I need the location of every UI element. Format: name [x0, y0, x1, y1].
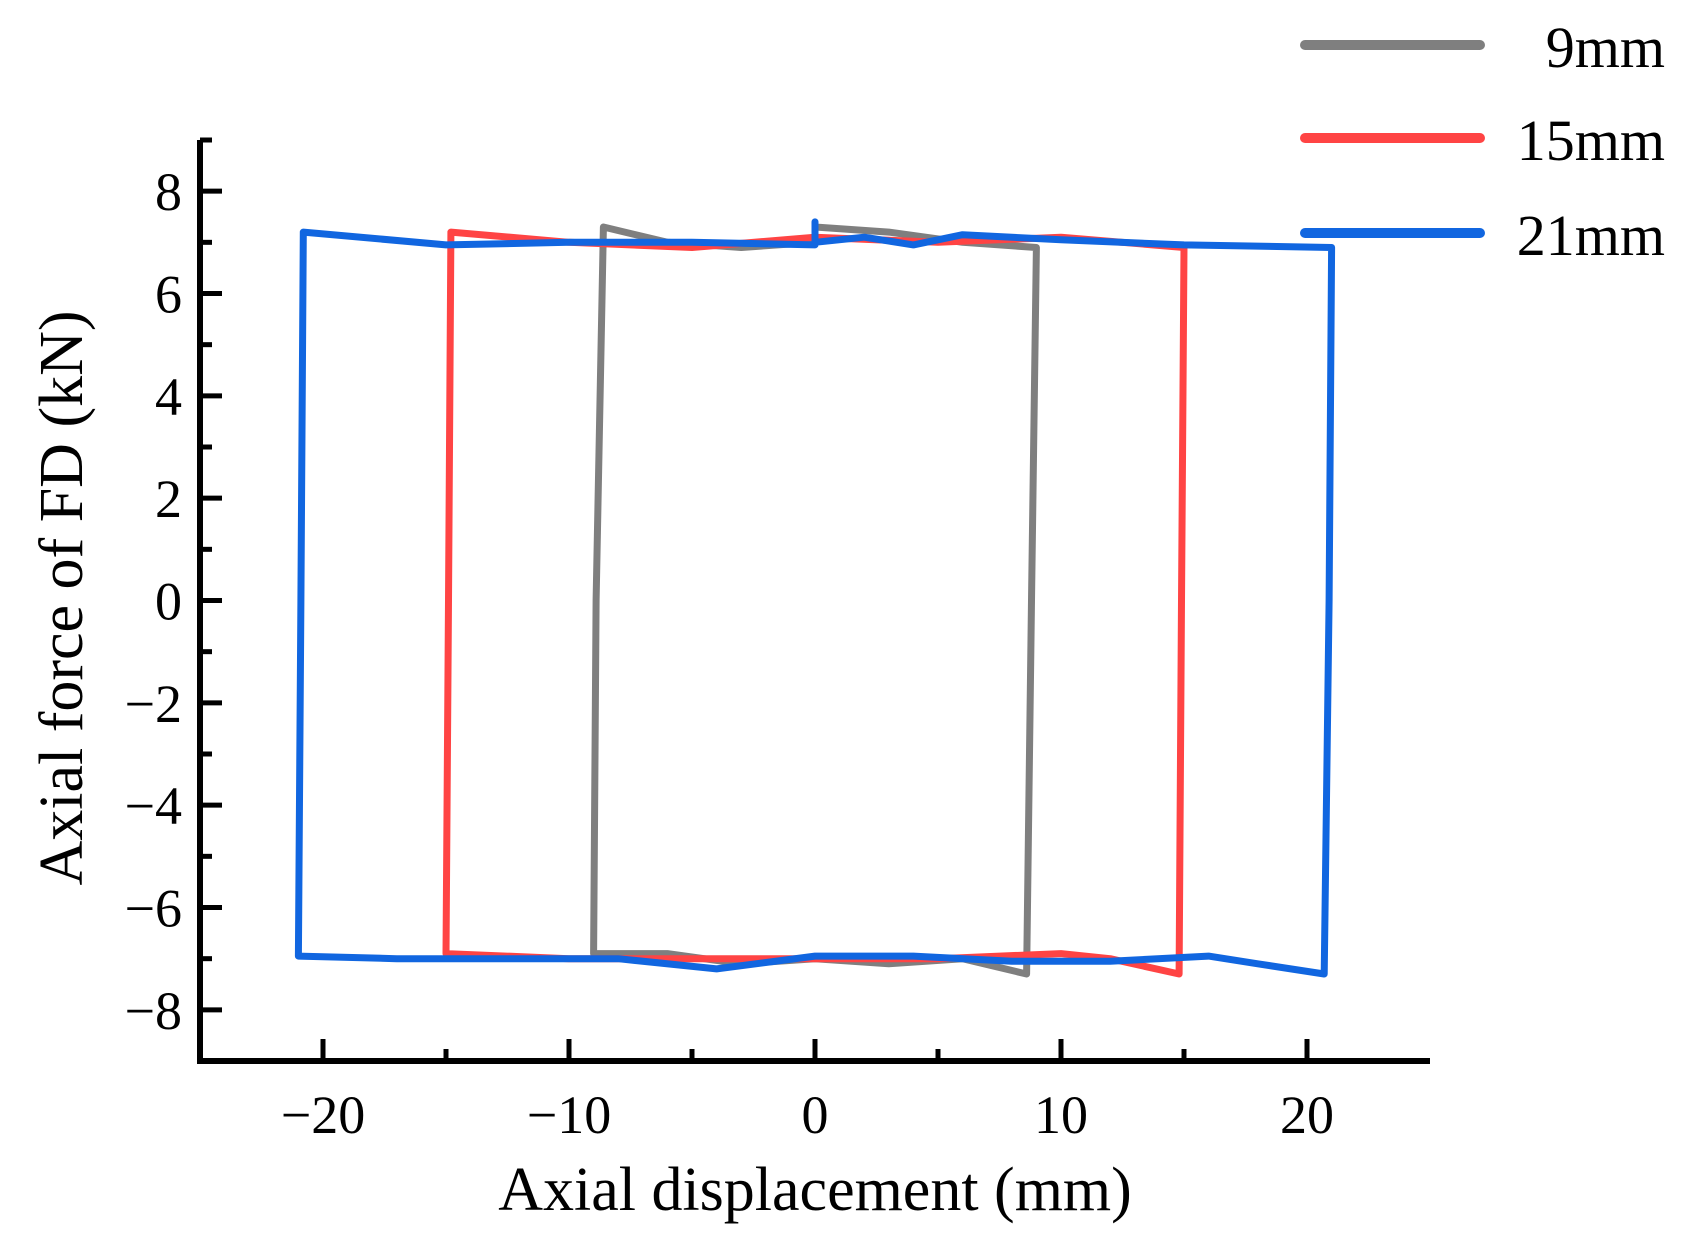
y-tick-label: −6 — [125, 879, 182, 939]
legend-entry-21mm: 21mm — [1300, 203, 1665, 268]
series-line-21mm — [294, 218, 1336, 978]
y-tick-label: −8 — [125, 981, 182, 1041]
legend-entry-15mm: 15mm — [1300, 108, 1665, 173]
y-tick-label: 8 — [155, 162, 182, 222]
x-tick-label: 20 — [1280, 1085, 1334, 1145]
plot-lines — [294, 218, 1336, 978]
legend: 9mm 15mm 21mm — [1300, 15, 1665, 268]
y-axis-label: Axial force of FD (kN) — [28, 310, 96, 885]
x-tick-label: −10 — [527, 1085, 611, 1145]
x-tick-label: −20 — [281, 1085, 365, 1145]
legend-label: 9mm — [1546, 15, 1665, 80]
legend-entry-9mm: 9mm — [1300, 15, 1665, 80]
y-tick-label: 4 — [155, 367, 182, 427]
y-tick-label: −2 — [125, 674, 182, 734]
legend-label: 15mm — [1517, 108, 1665, 173]
y-tick-label: 0 — [155, 572, 182, 632]
y-tick-label: −4 — [125, 776, 182, 836]
series-line-9mm — [590, 223, 1040, 978]
y-tick-label: 2 — [155, 469, 182, 529]
y-tick-label: 6 — [155, 265, 182, 325]
series-line-15mm — [442, 228, 1188, 978]
legend-label: 21mm — [1517, 203, 1665, 268]
axes — [197, 140, 1430, 1064]
x-tick-label: 0 — [802, 1085, 829, 1145]
x-tick-label: 10 — [1034, 1085, 1088, 1145]
x-axis-label: Axial displacement (mm) — [498, 1156, 1132, 1224]
